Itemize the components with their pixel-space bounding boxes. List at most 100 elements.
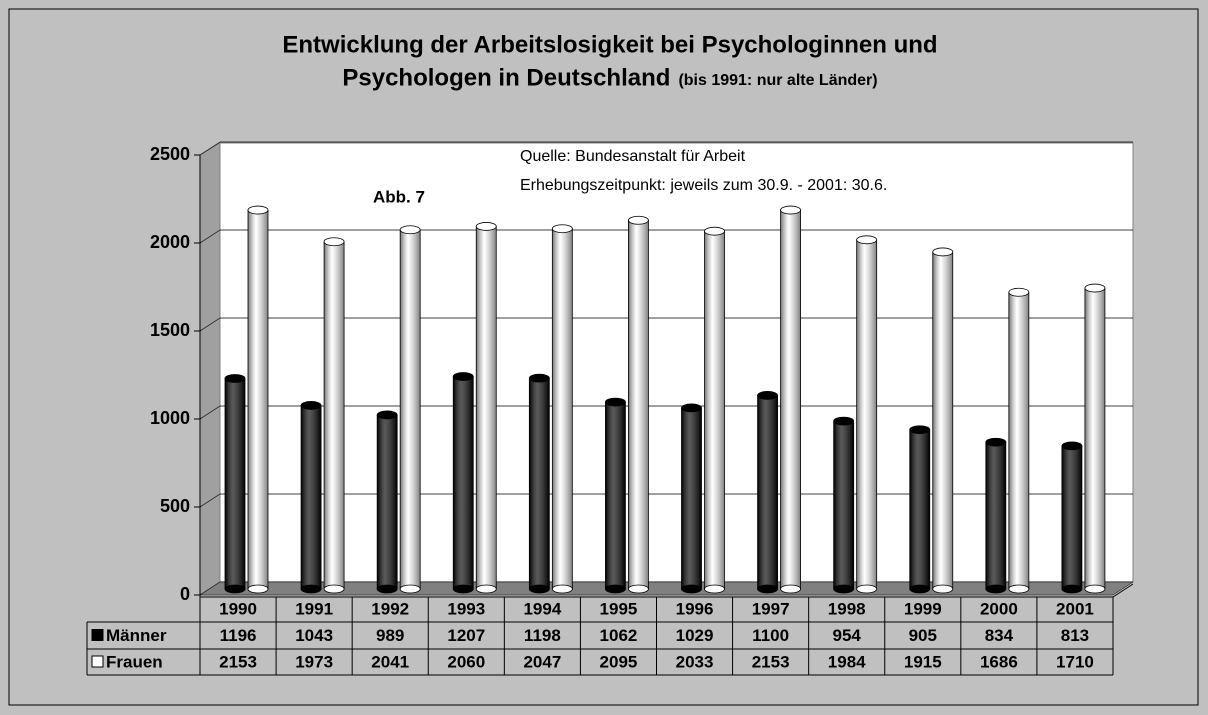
table-value: 813 [1061, 626, 1089, 645]
bar-top [909, 425, 931, 435]
bar-base [528, 584, 550, 594]
grid-line [199, 141, 221, 156]
table-value: 954 [833, 626, 862, 645]
bar-shade [605, 402, 626, 589]
bar-top [475, 222, 497, 231]
bar-top [224, 374, 246, 383]
grid-line [199, 229, 221, 244]
bar-top [757, 390, 778, 400]
y-tick-label: 1500 [150, 320, 190, 340]
floor [199, 581, 1134, 596]
bar-shade [248, 210, 268, 589]
bar-shade [552, 228, 573, 589]
bar-base [833, 584, 855, 594]
legend-swatch [91, 629, 104, 641]
table-value: 1062 [600, 626, 638, 645]
bar-base [681, 584, 702, 594]
bar-shade [377, 414, 398, 589]
bar-top [1008, 287, 1030, 297]
bar-top [551, 224, 573, 234]
x-tick-label: 1995 [600, 599, 638, 618]
bar-shade [704, 231, 725, 589]
bar-top [985, 437, 1007, 447]
x-tick-label: 1990 [219, 599, 257, 618]
bar-base [605, 584, 626, 594]
bar-top [300, 401, 322, 410]
table-value: 1043 [295, 626, 333, 645]
chart-title: Entwicklung der Arbeitslosigkeit bei Psy… [282, 31, 937, 58]
table-value: 2153 [752, 652, 790, 671]
x-tick-label: 1992 [371, 599, 409, 618]
x-tick-label: 1996 [676, 599, 714, 618]
bar-top [833, 416, 855, 426]
table-line [1112, 583, 1134, 598]
bar-top [323, 237, 345, 247]
bar-base [1008, 584, 1030, 594]
x-tick-label: 2001 [1056, 599, 1094, 618]
table-value: 1196 [220, 626, 257, 645]
bar-top [399, 225, 421, 235]
bar-base [757, 584, 778, 594]
bar-shade [833, 421, 854, 589]
bar-top [856, 235, 878, 245]
legend-label: Männer [106, 626, 167, 645]
bar-base [551, 584, 573, 594]
bar-shade [628, 220, 649, 589]
table-value: 1029 [676, 626, 714, 645]
y-tick-label: 1000 [150, 408, 190, 428]
bar-top [376, 410, 398, 420]
bar-top [628, 215, 649, 225]
frame [8, 8, 1199, 706]
bar-base [780, 584, 801, 594]
table-value: 2095 [600, 652, 638, 671]
bar-shade [1061, 445, 1082, 589]
x-tick-label: 1993 [447, 599, 485, 618]
bar-top [528, 373, 550, 383]
bar-base [909, 584, 931, 594]
bar-shade [324, 241, 345, 589]
y-tick-label: 0 [180, 584, 190, 604]
y-tick-label: 2500 [150, 144, 190, 164]
bar-shade [780, 210, 801, 589]
table-value: 2047 [523, 652, 561, 671]
bar-base [224, 584, 246, 594]
bar-base [985, 584, 1007, 594]
table-value: 834 [985, 626, 1014, 645]
bar-shade [909, 429, 930, 589]
table-value: 905 [909, 626, 937, 645]
bar-top [605, 397, 626, 407]
x-tick-label: 1999 [904, 599, 942, 618]
bar-base [704, 584, 725, 594]
bar-shade [681, 407, 702, 589]
y-tick-label: 2000 [150, 232, 190, 252]
y-tick-label: 500 [160, 496, 190, 516]
bar-base [1084, 584, 1106, 594]
table-value: 1710 [1056, 652, 1094, 671]
bar-top [1061, 441, 1083, 451]
bar-base [300, 584, 322, 594]
bar-base [247, 584, 269, 594]
x-tick-label: 1998 [828, 599, 866, 618]
annotation: Erhebungszeitpunkt: jeweils zum 30.9. - … [520, 177, 887, 194]
table-value: 2033 [676, 652, 714, 671]
table-value: 2041 [371, 652, 409, 671]
bar-top [932, 247, 954, 257]
bar-base [1061, 584, 1083, 594]
bar-shade [856, 239, 877, 590]
bar-shade [476, 226, 497, 589]
bar-base [399, 584, 421, 594]
side-wall [199, 142, 221, 596]
chart-subtitle: (bis 1991: nur alte Länder) [678, 72, 877, 89]
grid-line [199, 493, 221, 508]
table-value: 1100 [752, 626, 789, 645]
bar-top [452, 372, 474, 381]
bar-shade [932, 251, 953, 589]
grid-line [199, 405, 221, 420]
back-wall [219, 142, 1134, 583]
bar-top [681, 403, 702, 413]
bar-base [628, 584, 649, 594]
bar-shade [529, 378, 550, 589]
bar-shade [757, 395, 778, 589]
